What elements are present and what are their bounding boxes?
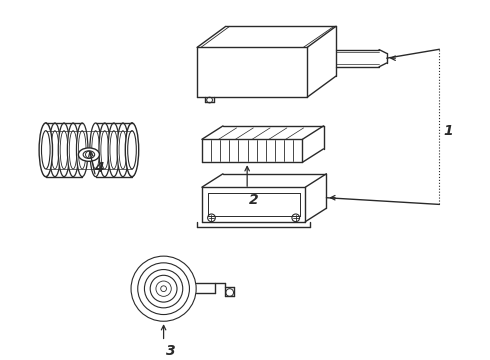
Ellipse shape xyxy=(42,131,49,169)
Circle shape xyxy=(138,263,190,315)
Ellipse shape xyxy=(117,123,129,177)
Ellipse shape xyxy=(101,131,108,169)
Ellipse shape xyxy=(108,123,120,177)
Ellipse shape xyxy=(78,131,86,169)
Ellipse shape xyxy=(119,131,127,169)
Text: 1: 1 xyxy=(443,124,453,138)
Ellipse shape xyxy=(92,131,99,169)
Ellipse shape xyxy=(40,123,51,177)
Circle shape xyxy=(161,286,167,292)
Ellipse shape xyxy=(125,123,139,177)
Ellipse shape xyxy=(49,123,61,177)
Ellipse shape xyxy=(126,123,138,177)
Text: 3: 3 xyxy=(166,344,175,358)
Ellipse shape xyxy=(51,131,59,169)
Text: 4: 4 xyxy=(94,161,103,175)
Circle shape xyxy=(156,281,171,296)
Ellipse shape xyxy=(67,123,79,177)
Circle shape xyxy=(226,289,234,296)
Circle shape xyxy=(292,214,299,222)
Ellipse shape xyxy=(99,123,110,177)
Ellipse shape xyxy=(128,131,136,169)
Ellipse shape xyxy=(58,123,70,177)
Circle shape xyxy=(86,151,92,158)
Ellipse shape xyxy=(69,131,77,169)
Circle shape xyxy=(207,97,213,103)
Circle shape xyxy=(208,214,215,222)
Ellipse shape xyxy=(76,123,88,177)
Ellipse shape xyxy=(60,131,68,169)
Ellipse shape xyxy=(83,151,95,158)
Circle shape xyxy=(131,256,196,321)
Circle shape xyxy=(150,275,177,302)
Circle shape xyxy=(145,270,183,308)
Text: 2: 2 xyxy=(249,193,259,207)
Ellipse shape xyxy=(39,123,52,177)
Ellipse shape xyxy=(42,131,50,169)
Ellipse shape xyxy=(110,131,118,169)
Ellipse shape xyxy=(128,131,136,169)
Ellipse shape xyxy=(90,123,101,177)
Ellipse shape xyxy=(78,148,99,161)
